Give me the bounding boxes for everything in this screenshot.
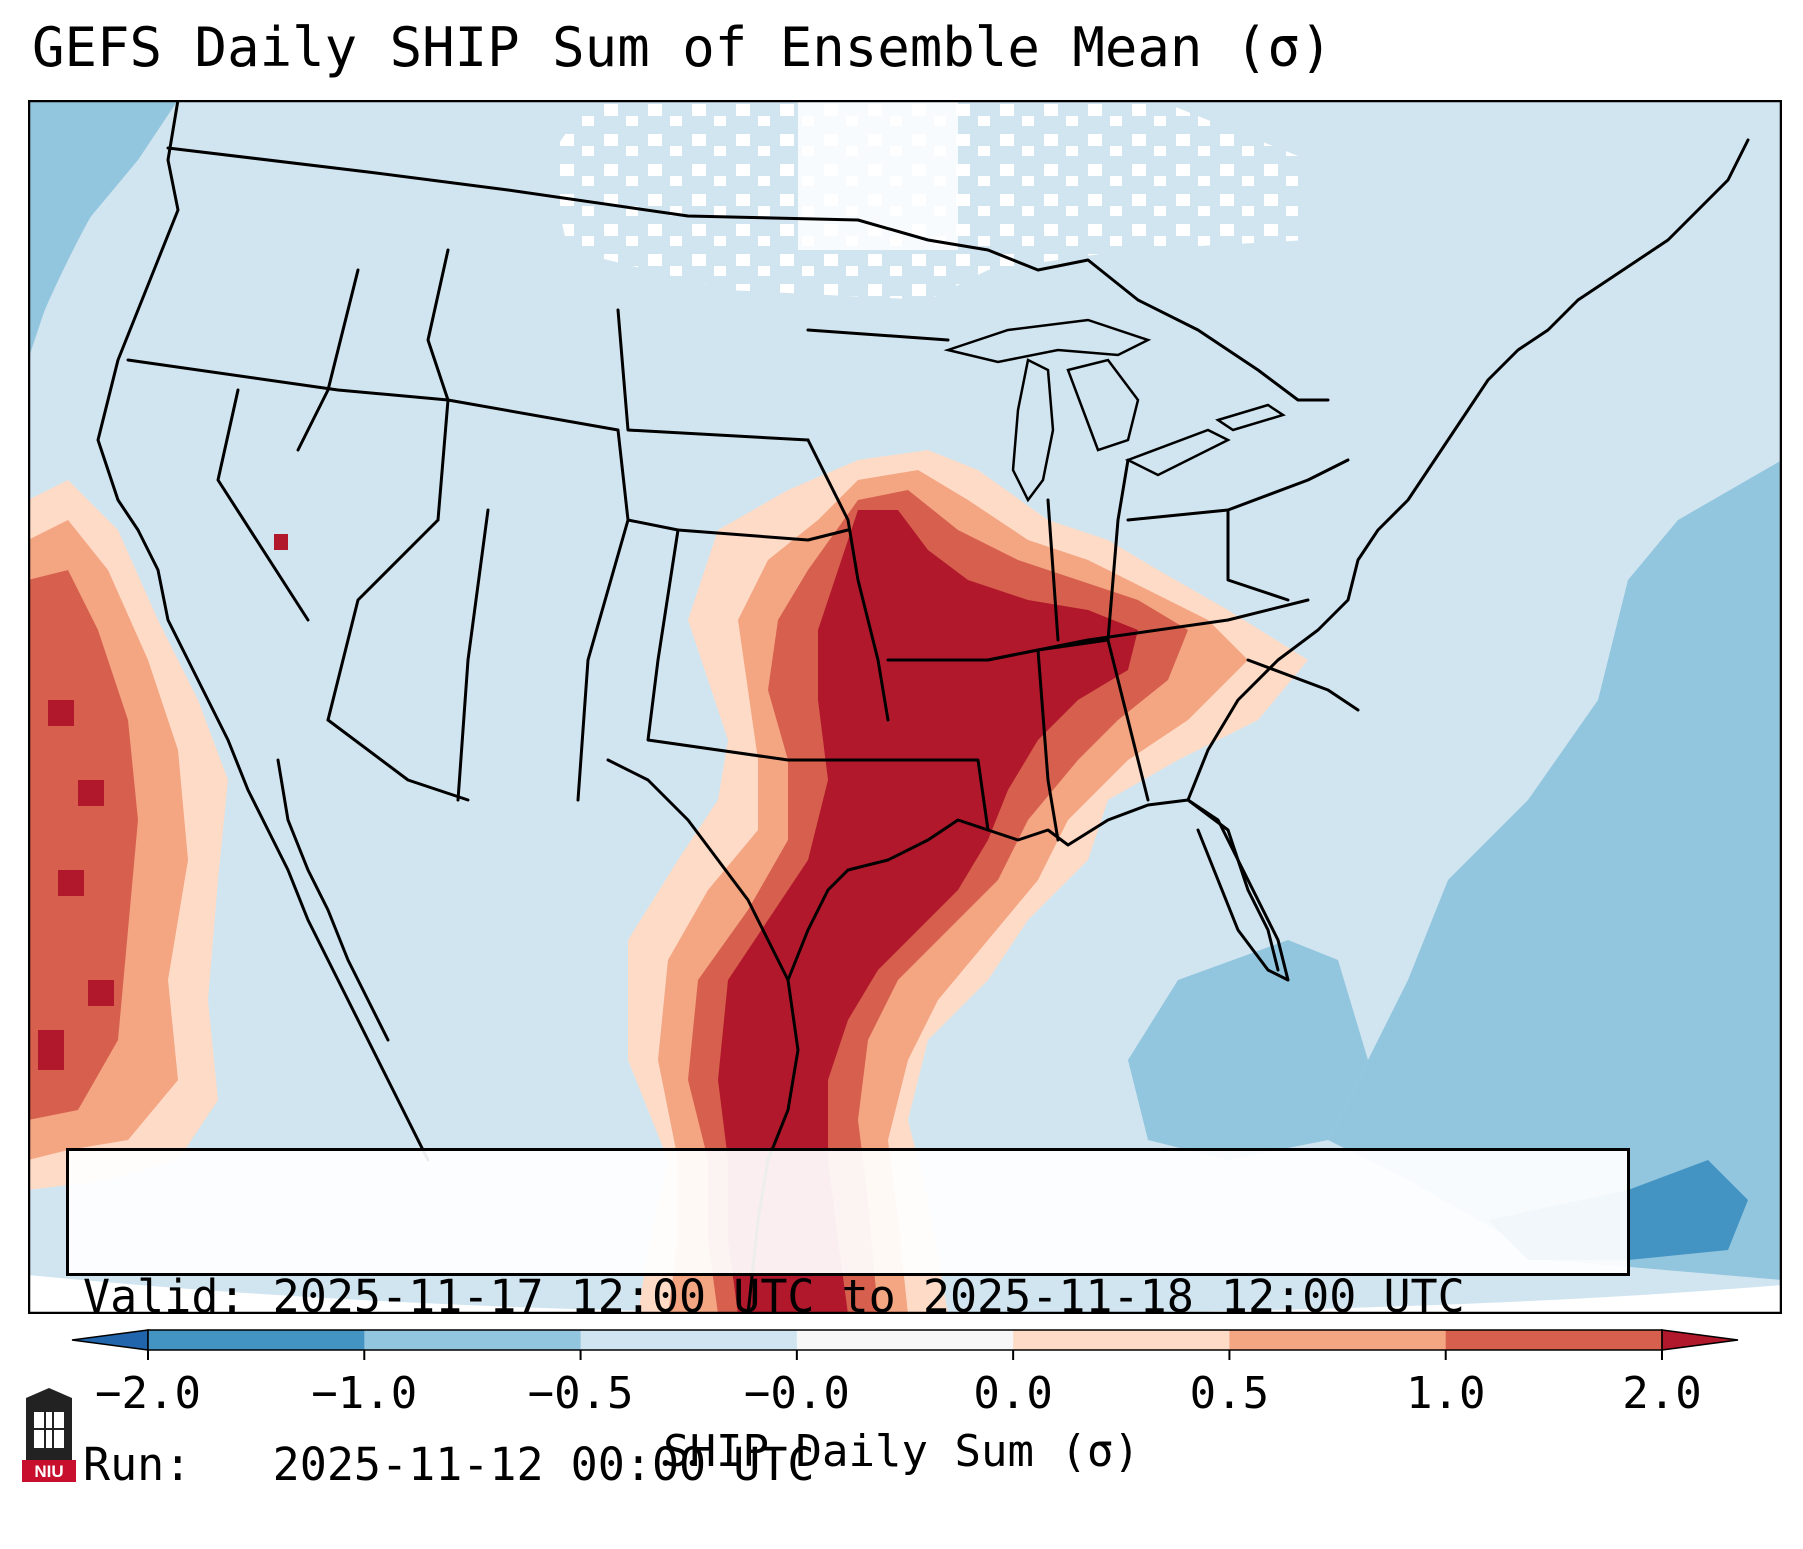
- map-panel: [28, 100, 1782, 1314]
- colorbar-frame: [147, 1329, 1663, 1351]
- lake-erie: [1124, 428, 1231, 477]
- colorbar-tick-label: −2.0: [95, 1368, 201, 1419]
- lake-huron: [1066, 358, 1140, 452]
- atlantic-negative-area: [1328, 460, 1782, 1280]
- domain-edge-bottom: [28, 1275, 1782, 1314]
- svg-text:NIU: NIU: [34, 1462, 63, 1481]
- colorbar-tick-label: 0.5: [1190, 1368, 1269, 1419]
- run-label: Run:: [83, 1438, 192, 1491]
- colorbar-bin: [580, 1330, 798, 1350]
- colorbar-extend-low: [71, 1329, 149, 1351]
- lake-michigan: [1011, 358, 1055, 503]
- run-value: 2025-11-12 00:00 UTC: [272, 1438, 815, 1491]
- colorbar: −2.0 −1.0 −0.5 −0.0 0.0 0.5 1.0 2.0: [71, 1329, 1739, 1419]
- lake-ontario: [1215, 403, 1286, 432]
- valid-line: Valid: 2025-11-17 12:00 UTC to 2025-11-1…: [83, 1269, 1613, 1325]
- colorbar-bin: [1445, 1330, 1663, 1350]
- map-canvas: [28, 100, 1782, 1314]
- colorbar-bin: [796, 1330, 1014, 1350]
- valid-value: 2025-11-17 12:00 UTC to 2025-11-18 12:00…: [272, 1270, 1465, 1323]
- colorbar-tick-label: 1.0: [1406, 1368, 1485, 1419]
- colorbar-tick-label: −0.0: [744, 1368, 850, 1419]
- colorbar-extend-high: [1661, 1329, 1739, 1351]
- info-box: Valid: 2025-11-17 12:00 UTC to 2025-11-1…: [66, 1148, 1630, 1491]
- colorbar-bin: [148, 1330, 365, 1350]
- pacific-negative-area: [28, 100, 178, 360]
- gulf-negative-area: [1128, 940, 1368, 1160]
- colorbar-bin: [364, 1330, 582, 1350]
- colorbar-tick-label: −1.0: [311, 1368, 417, 1419]
- run-line: Run: 2025-11-12 00:00 UTC: [83, 1437, 1613, 1493]
- colorbar-tick-label: 2.0: [1622, 1368, 1701, 1419]
- colorbar-label: SHIP Daily Sum (σ): [663, 1426, 1140, 1477]
- valid-label: Valid:: [83, 1270, 246, 1323]
- colorbar-bin: [1229, 1330, 1447, 1350]
- colorbar-tick-label: −0.5: [528, 1368, 634, 1419]
- canada-white-block: [798, 100, 958, 250]
- colorbar-tick-label: 0.0: [973, 1368, 1052, 1419]
- lake-superior: [943, 318, 1152, 364]
- map-title: GEFS Daily SHIP Sum of Ensemble Mean (σ): [32, 16, 1333, 79]
- colorbar-bin: [1013, 1330, 1230, 1350]
- plume-extreme-positive: [718, 510, 1138, 1314]
- map-frame: [28, 100, 1782, 1314]
- map-boundaries: [96, 100, 1750, 1314]
- niu-logo: NIU: [22, 1388, 76, 1482]
